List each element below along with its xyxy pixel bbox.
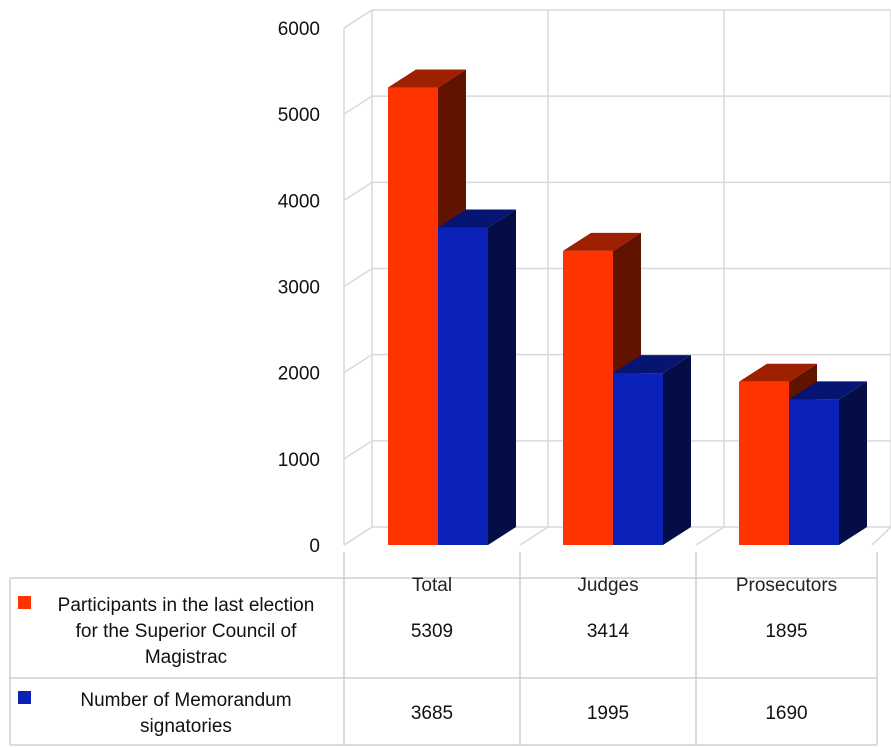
data-label: 5309 <box>411 621 453 642</box>
floor-edge <box>343 526 373 546</box>
bar-front <box>388 87 438 545</box>
floor-edge <box>695 526 725 546</box>
bars <box>388 69 867 545</box>
data-label: 1690 <box>765 703 807 724</box>
grid-side-diagonal <box>343 181 373 201</box>
bar-top <box>613 355 691 374</box>
bar-top <box>789 381 867 400</box>
y-tick-label: 1000 <box>278 450 320 471</box>
legend-label: signatories <box>140 716 232 737</box>
bar-side <box>663 355 691 545</box>
x-tick-label: Judges <box>577 575 638 596</box>
y-tick-label: 6000 <box>278 19 320 40</box>
y-tick-label: 3000 <box>278 278 320 299</box>
bar-top <box>438 209 516 228</box>
data-label: 3414 <box>587 621 630 642</box>
data-label: 3685 <box>411 703 453 724</box>
x-tick-label: Total <box>412 575 452 596</box>
bar-front <box>563 250 613 545</box>
y-axis: 0 1000 2000 3000 4000 5000 6000 <box>278 19 320 557</box>
x-tick-label: Prosecutors <box>736 575 837 596</box>
legend-label: for the Superior Council of <box>76 621 297 642</box>
bar-top <box>388 69 466 88</box>
floor-edge <box>871 526 891 546</box>
bar-total-series-2 <box>438 209 516 545</box>
data-table: Total Judges Prosecutors Participants in th… <box>9 552 878 746</box>
y-tick-label: 5000 <box>278 105 320 126</box>
bar-top <box>739 363 817 382</box>
grid-side-diagonal <box>343 440 373 460</box>
bar-side <box>839 381 867 545</box>
bar-judges-series-2 <box>613 355 691 545</box>
legend-label: Number of Memorandum <box>80 690 291 711</box>
floor-edge <box>519 526 549 546</box>
bar-prosecutors-series-2 <box>789 381 867 545</box>
bar-front <box>438 227 488 545</box>
legend-label: Magistrac <box>145 647 227 668</box>
y-tick-label: 0 <box>309 536 320 557</box>
bar-top <box>563 232 641 251</box>
grid-side-diagonal <box>343 267 373 288</box>
bar-front <box>789 399 839 545</box>
y-tick-label: 4000 <box>278 191 320 212</box>
data-label: 1995 <box>587 703 629 724</box>
grid-side-diagonal <box>343 9 373 29</box>
bar-front <box>613 373 663 545</box>
data-label: 1895 <box>765 621 807 642</box>
grid-side-diagonal <box>343 354 373 374</box>
bar-front <box>739 381 789 545</box>
legend-swatch <box>18 691 31 704</box>
y-tick-label: 2000 <box>278 364 320 385</box>
bar-side <box>488 209 516 545</box>
grid-side-diagonal <box>343 95 373 115</box>
legend-swatch <box>18 596 31 609</box>
legend-label: Participants in the last election <box>58 595 315 616</box>
